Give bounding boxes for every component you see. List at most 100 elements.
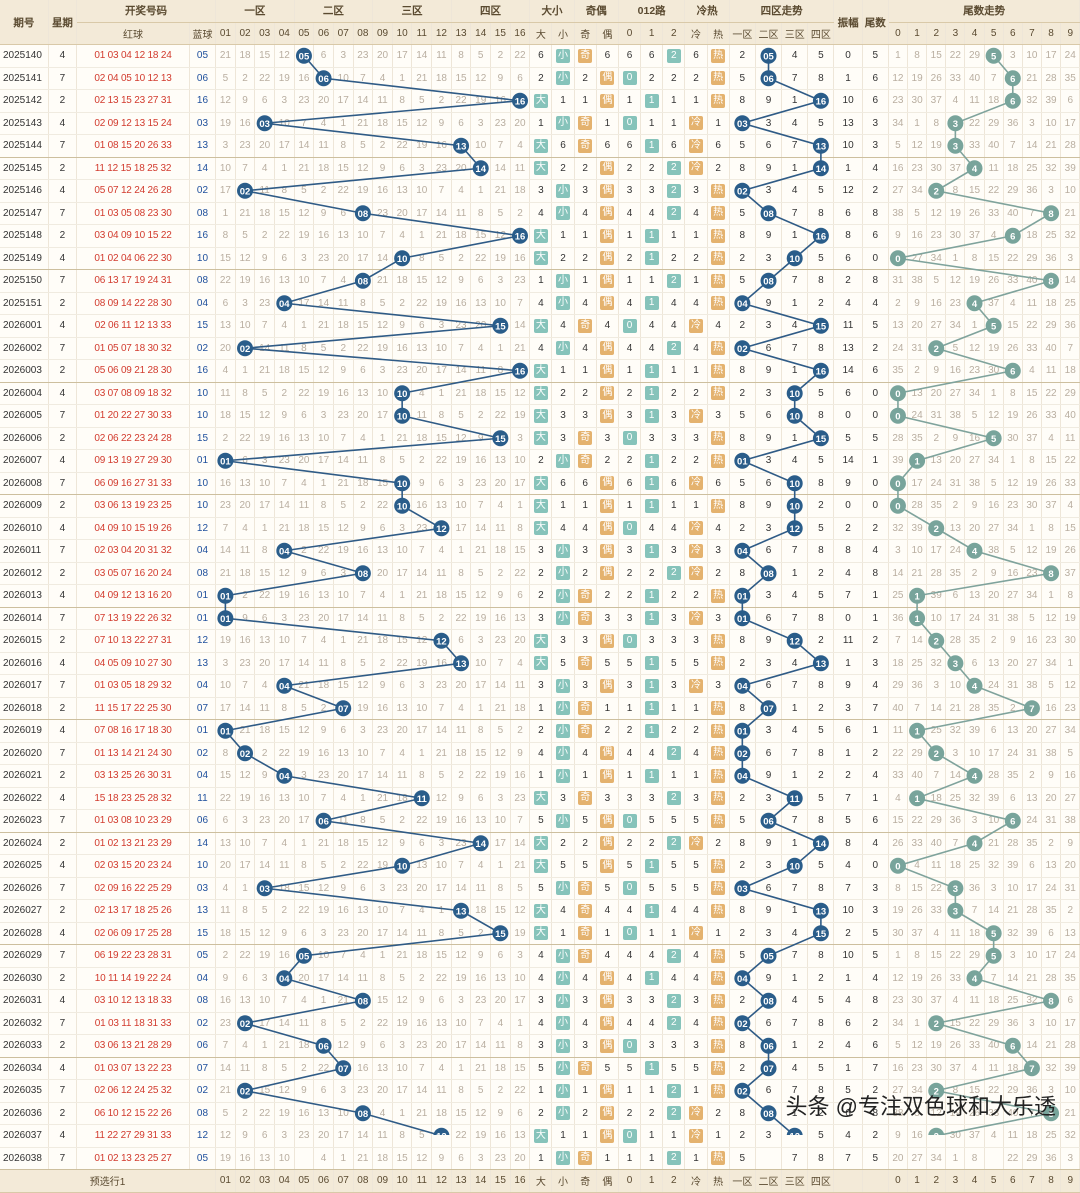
tail-cell: 6 xyxy=(862,67,889,90)
blue-ball-cell: 06 xyxy=(189,1034,217,1058)
zone-trend-cell: 2 xyxy=(729,1057,756,1080)
blue-num-cell: 23 xyxy=(372,202,393,225)
blue-num-cell xyxy=(431,629,452,653)
blue-num-cell: 19 xyxy=(333,539,354,563)
tail-digit-cell: 20 xyxy=(1022,719,1043,743)
red-balls-cell: 03 06 13 19 23 25 xyxy=(76,494,190,518)
footer-num: 04 xyxy=(274,1169,295,1193)
small-cell-mark: 小 xyxy=(556,746,571,761)
period-cell: 2025145 xyxy=(0,157,49,180)
small-cell: 小 xyxy=(551,337,575,360)
hot-cell-mark: 热 xyxy=(711,881,726,896)
small-cell: 4 xyxy=(551,899,575,923)
blue-num-cell xyxy=(392,382,413,405)
odd-cell-mark: 奇 xyxy=(578,1061,593,1076)
tail-digit-cell: 9 xyxy=(1041,764,1062,788)
week-cell: 2 xyxy=(48,157,78,180)
tail-digit-cell: 1 xyxy=(945,247,966,270)
blue-num-cell: 16 xyxy=(490,607,511,630)
route1-cell-mark: 1 xyxy=(644,678,659,693)
red-balls-cell: 08 09 14 22 28 30 xyxy=(76,292,190,315)
route2-cell: 2 xyxy=(662,382,686,405)
route1-cell: 3 xyxy=(640,989,664,1013)
blue-num-cell: 22 xyxy=(431,449,452,473)
hot-cell: 热 xyxy=(707,449,730,473)
blue-num-cell: 8 xyxy=(254,1057,275,1080)
blue-ball-cell: 08 xyxy=(189,202,217,225)
blue-num-cell: 17 xyxy=(372,922,393,945)
cold-cell: 4 xyxy=(684,944,708,968)
small-cell: 小 xyxy=(551,764,575,788)
small-cell: 小 xyxy=(551,967,575,990)
tail-digit-cell xyxy=(964,832,985,855)
zone-trend-cell: 8 xyxy=(729,494,756,518)
tail-digit-cell: 14 xyxy=(926,697,947,720)
even-cell: 偶 xyxy=(596,67,619,90)
blue-num-cell: 1 xyxy=(392,584,413,608)
small-cell: 小 xyxy=(551,67,575,90)
period-cell: 2026007 xyxy=(0,449,49,473)
blue-num-cell: 13 xyxy=(313,1102,334,1125)
route2-cell: 1 xyxy=(662,494,686,518)
zone-trend-cell xyxy=(755,202,783,225)
route2-cell: 6 xyxy=(662,472,686,495)
big-cell: 3 xyxy=(529,674,553,698)
tail-digit-cell: 40 xyxy=(907,764,928,788)
tail-digit-cell: 27 xyxy=(926,314,947,338)
cold-cell: 2 xyxy=(684,584,708,608)
tail-digit-cell: 31 xyxy=(1060,877,1080,900)
cold-cell: 6 xyxy=(684,44,708,68)
blue-num-cell: 16 xyxy=(353,539,374,563)
big-cell: 大 xyxy=(529,494,553,518)
amp-cell: 3 xyxy=(833,697,863,720)
even-cell: 2 xyxy=(596,449,619,473)
week-cell: 2 xyxy=(48,899,78,923)
amp-cell: 11 xyxy=(833,629,863,653)
footer-digit: 7 xyxy=(1022,1169,1043,1193)
blue-num-cell: 15 xyxy=(313,517,334,540)
amp-cell: 2 xyxy=(833,269,863,293)
blue-num-cell: 17 xyxy=(333,89,354,113)
blue-num-cell: 4 xyxy=(510,652,531,675)
blue-num-cell: 16 xyxy=(235,629,256,653)
zone-trend-cell: 5 xyxy=(807,112,835,135)
blue-num-cell: 3 xyxy=(333,1079,354,1103)
hot-cell: 热 xyxy=(707,224,730,248)
zone-trend-cell: 1 xyxy=(781,967,809,990)
week-cell: 2 xyxy=(48,1102,78,1125)
blue-num-cell: 7 xyxy=(235,674,256,698)
tail-digit-cell: 36 xyxy=(1041,1147,1062,1170)
tail-digit-cell: 15 xyxy=(888,809,909,833)
big-cell: 3 xyxy=(529,539,553,563)
tail-digit-cell xyxy=(888,494,909,518)
tail-digit-cell: 36 xyxy=(888,607,909,630)
route2-cell: 2 xyxy=(662,944,686,968)
zone-trend-cell: 9 xyxy=(755,427,783,450)
week-cell: 2 xyxy=(48,629,78,653)
tail-digit-cell: 4 xyxy=(984,1124,1004,1148)
tail-digit-cell: 33 xyxy=(907,832,928,855)
blue-num-cell: 18 xyxy=(372,1147,393,1170)
week-cell: 4 xyxy=(48,922,78,945)
big-cell: 3 xyxy=(529,989,553,1013)
zone-trend-cell xyxy=(807,134,835,158)
footer-attr: 2 xyxy=(662,1169,686,1193)
tail-digit-cell: 21 xyxy=(945,697,966,720)
zone-trend-cell: 7 xyxy=(781,742,809,765)
blue-num-cell: 7 xyxy=(411,1057,433,1080)
blue-num-cell: 1 xyxy=(333,112,354,135)
route0-cell-mark: 0 xyxy=(622,318,637,333)
blue-ball-cell: 07 xyxy=(189,1057,217,1080)
tail-digit-cell: 5 xyxy=(926,269,947,293)
blue-num-cell: 23 xyxy=(470,472,492,495)
zone-trend-cell: 9 xyxy=(755,359,783,383)
period-cell: 2026005 xyxy=(0,404,49,428)
tail-digit-cell: 9 xyxy=(888,1124,909,1148)
tail-digit-cell: 27 xyxy=(1022,652,1043,675)
tail-digit-cell: 3 xyxy=(984,877,1004,900)
tail-digit-cell: 29 xyxy=(964,944,985,968)
tail-digit-cell: 35 xyxy=(984,697,1004,720)
tail-digit-cell: 14 xyxy=(1022,1034,1043,1058)
blue-num-cell: 8 xyxy=(294,337,315,360)
blue-num-cell: 13 xyxy=(333,224,354,248)
